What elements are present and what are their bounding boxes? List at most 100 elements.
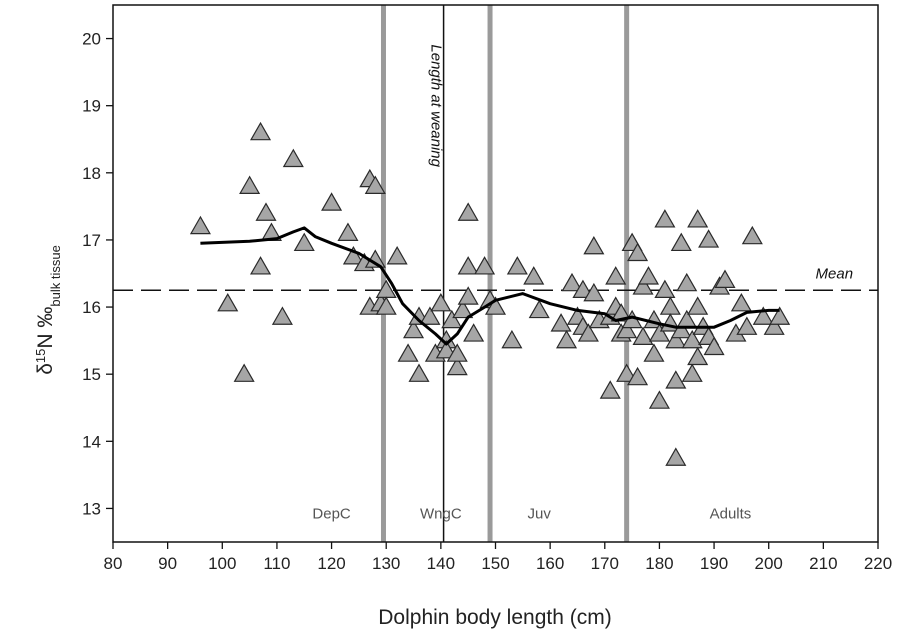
trend-line xyxy=(200,226,780,346)
data-point xyxy=(763,316,785,335)
data-point xyxy=(681,363,703,382)
data-point xyxy=(293,232,315,252)
data-point xyxy=(408,363,430,382)
weaning-annotation: Length at weaning xyxy=(428,44,445,167)
x-tick-label: 160 xyxy=(536,554,564,573)
data-point xyxy=(441,309,463,329)
data-point xyxy=(250,256,272,275)
y-tick-label: 19 xyxy=(82,97,101,116)
phase-label: Juv xyxy=(528,506,552,523)
data-point xyxy=(605,266,627,285)
data-point xyxy=(736,316,758,335)
x-tick-label: 130 xyxy=(372,554,400,573)
data-point xyxy=(239,175,261,194)
x-tick-label: 140 xyxy=(427,554,455,573)
data-point xyxy=(670,319,692,339)
data-point xyxy=(457,202,479,221)
x-tick-label: 100 xyxy=(208,554,236,573)
data-point xyxy=(741,225,763,245)
y-axis-subscript: bulk tissue xyxy=(48,245,63,306)
data-point xyxy=(457,286,479,305)
data-point xyxy=(698,229,720,248)
data-point xyxy=(255,202,277,221)
plot-frame xyxy=(112,4,879,543)
data-point xyxy=(616,319,638,339)
data-point xyxy=(643,343,665,362)
data-point xyxy=(463,323,485,342)
y-tick-label: 17 xyxy=(82,231,101,250)
data-point xyxy=(250,121,272,141)
data-point xyxy=(714,269,736,288)
data-point xyxy=(670,232,692,252)
data-point xyxy=(599,380,621,399)
y-axis-delta: δ xyxy=(34,363,57,375)
x-tick-label: 220 xyxy=(864,554,892,573)
y-tick-label: 14 xyxy=(82,432,101,451)
data-point xyxy=(637,266,660,285)
data-point xyxy=(337,222,359,241)
data-point xyxy=(528,299,550,319)
data-point xyxy=(446,356,468,376)
data-point xyxy=(676,272,698,292)
x-tick-label: 110 xyxy=(263,554,290,573)
data-point xyxy=(397,343,419,362)
data-point xyxy=(632,276,654,295)
x-tick-label: 90 xyxy=(158,554,177,573)
data-point xyxy=(474,256,496,275)
data-point xyxy=(452,299,474,319)
data-point xyxy=(730,292,752,312)
x-tick-label: 120 xyxy=(317,554,345,573)
x-tick-label: 200 xyxy=(755,554,783,573)
data-point xyxy=(271,306,293,325)
data-point xyxy=(687,346,709,366)
data-point xyxy=(561,272,583,292)
data-point xyxy=(233,363,255,382)
data-point xyxy=(386,246,408,265)
data-point xyxy=(506,256,528,275)
phase-label: Adults xyxy=(710,506,752,523)
data-point xyxy=(616,363,638,382)
data-point xyxy=(457,256,479,275)
data-point xyxy=(446,343,468,362)
data-point xyxy=(632,326,654,345)
phase-label: DepC xyxy=(312,506,351,523)
y-axis-element-unit: N ‰ xyxy=(34,307,57,349)
x-tick-label: 170 xyxy=(591,554,619,573)
data-point xyxy=(665,447,687,466)
data-point xyxy=(501,329,523,349)
data-point xyxy=(419,306,441,325)
x-axis-title: Dolphin body length (cm) xyxy=(378,606,611,629)
data-point xyxy=(375,296,397,315)
data-point xyxy=(648,323,670,342)
data-point xyxy=(282,148,304,168)
data-point xyxy=(583,235,605,255)
data-point xyxy=(403,319,425,339)
data-point xyxy=(687,296,709,315)
data-point xyxy=(217,292,239,312)
data-point xyxy=(654,209,676,228)
data-point xyxy=(627,366,649,386)
data-point xyxy=(687,209,709,228)
data-point xyxy=(665,370,687,389)
data-point xyxy=(435,339,457,359)
data-point xyxy=(556,329,578,349)
data-point xyxy=(523,266,545,285)
phase-label: WngC xyxy=(420,506,462,523)
data-point xyxy=(769,306,791,325)
data-point xyxy=(583,282,605,302)
y-tick-label: 20 xyxy=(82,30,101,49)
data-point xyxy=(550,313,572,332)
data-point xyxy=(484,296,507,315)
data-point xyxy=(648,390,670,409)
y-tick-label: 18 xyxy=(82,164,101,183)
x-tick-label: 180 xyxy=(645,554,673,573)
data-point xyxy=(610,303,632,322)
y-axis-isotope-mass: 15 xyxy=(33,349,48,363)
y-tick-label: 13 xyxy=(82,499,101,518)
x-tick-label: 150 xyxy=(481,554,509,573)
data-point xyxy=(321,192,343,211)
data-point xyxy=(681,329,703,349)
data-point xyxy=(577,323,599,342)
y-tick-label: 16 xyxy=(82,298,101,317)
